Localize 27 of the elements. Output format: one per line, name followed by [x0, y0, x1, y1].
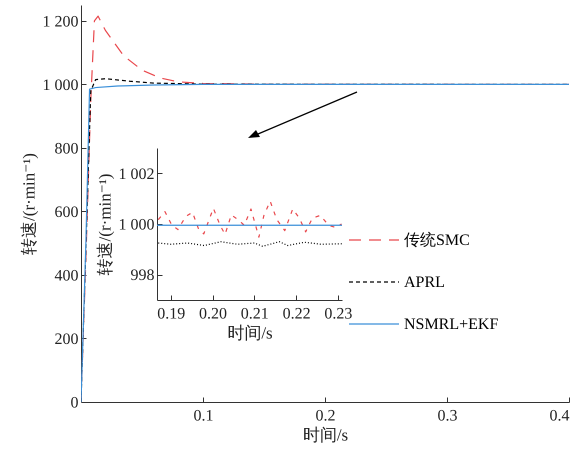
- x-axis-title: 时间/s: [302, 426, 348, 444]
- legend-label: APRL: [404, 274, 445, 291]
- y-tick-label: 998: [130, 267, 154, 284]
- x-tick-label: 0.3: [438, 408, 458, 424]
- line-series: [158, 200, 342, 238]
- legend-label: NSMRL+EKF: [404, 316, 498, 333]
- x-tick-label: 0.23: [324, 306, 352, 322]
- y-axis-title: 转速/(r·min⁻¹): [20, 153, 38, 255]
- y-tick-label: 1 000: [118, 216, 154, 234]
- y-tick-label: 600: [54, 204, 78, 221]
- y-tick-label: 400: [54, 267, 78, 284]
- x-tick-label: 0.21: [240, 306, 269, 322]
- x-tick-label: 0.1: [194, 408, 214, 424]
- y-axis-title: 转速/(r·min⁻¹): [96, 174, 114, 276]
- x-tick-label: 0.22: [282, 306, 311, 322]
- y-tick-label: 0: [70, 394, 78, 412]
- x-axis-title: 时间/s: [227, 324, 273, 342]
- x-tick-label: 0.20: [199, 306, 228, 322]
- y-tick-label: 800: [54, 140, 78, 158]
- x-tick-label: 0.2: [316, 408, 336, 424]
- y-tick-label: 1 002: [118, 166, 154, 183]
- x-tick-label: 0.19: [157, 306, 186, 322]
- y-tick-label: 1 000: [42, 76, 78, 94]
- y-tick-label: 1 200: [42, 13, 78, 30]
- y-tick-label: 200: [54, 330, 78, 348]
- x-tick-label: 0.4: [550, 408, 570, 424]
- legend-label: 传统SMC: [404, 231, 470, 249]
